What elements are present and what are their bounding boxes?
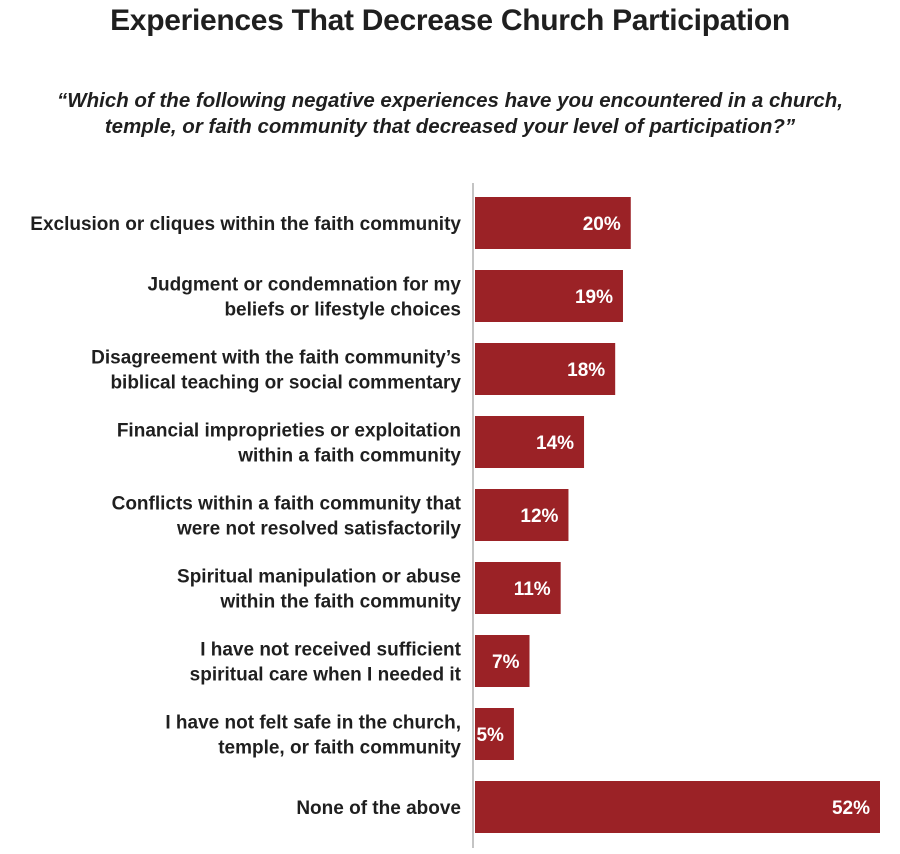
category-label: I have not felt safe in the church, templ…	[165, 713, 461, 759]
category-label: None of the above	[296, 798, 461, 819]
bar	[475, 343, 616, 395]
bar-value-label: 14%	[536, 433, 574, 454]
bar	[475, 197, 631, 249]
bar	[475, 708, 514, 760]
chart-subtitle: “Which of the following negative experie…	[57, 89, 843, 138]
bar-value-label: 12%	[520, 506, 558, 527]
chart-title: Experiences That Decrease Church Partici…	[110, 4, 790, 37]
bar	[475, 416, 585, 468]
category-label: Exclusion or cliques within the faith co…	[30, 214, 461, 235]
category-label: Conflicts within a faith community that w…	[112, 494, 462, 540]
bar-value-label: 52%	[832, 798, 870, 819]
bar-value-label: 5%	[476, 725, 504, 746]
category-label: Financial improprieties or exploitation w…	[117, 421, 462, 467]
bar-value-label: 7%	[492, 652, 520, 673]
category-label: Judgment or condemnation for my beliefs o…	[147, 275, 461, 321]
bar	[475, 781, 880, 833]
bar	[475, 489, 569, 541]
bar	[475, 270, 623, 322]
category-label: Spiritual manipulation or abuse within th…	[177, 567, 461, 613]
bar	[475, 635, 530, 687]
bar	[475, 562, 561, 614]
bar-value-label: 11%	[514, 579, 551, 600]
bar-value-label: 19%	[575, 287, 613, 308]
category-label: Disagreement with the faith community’s b…	[91, 348, 461, 394]
bar-value-label: 18%	[567, 360, 605, 381]
bar-value-label: 20%	[583, 214, 621, 235]
category-label: I have not received sufficient spiritual …	[190, 640, 462, 686]
